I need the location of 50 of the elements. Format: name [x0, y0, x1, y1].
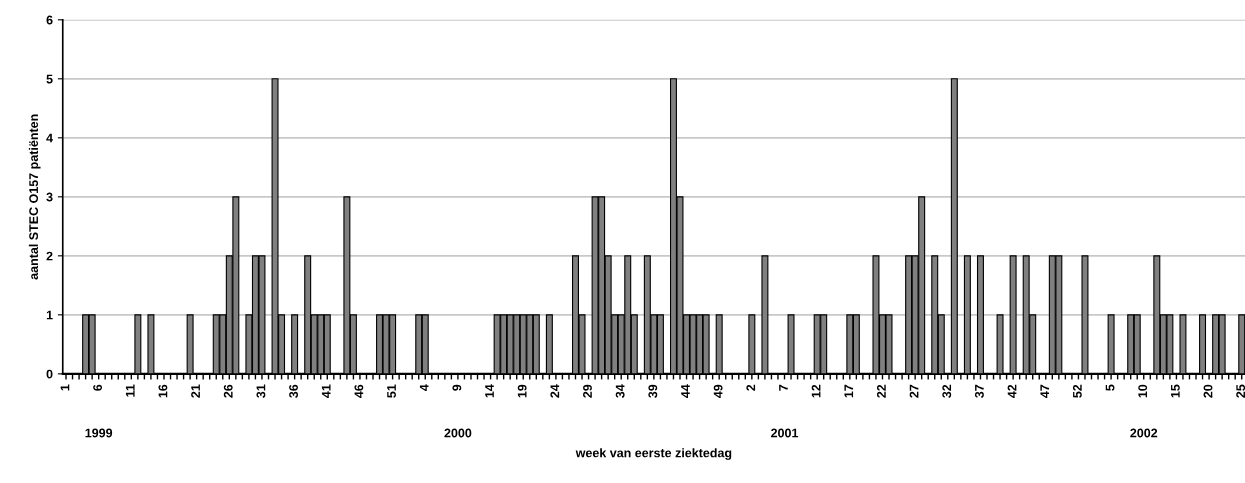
x-tick-label: 9 [452, 384, 462, 391]
x-tick-label: 32 [942, 384, 952, 398]
y-tick-label: 1 [46, 310, 53, 320]
x-tick-label: 26 [223, 384, 233, 398]
text: 2000 [444, 428, 472, 438]
x-tick-label: 19 [517, 384, 527, 398]
x-tick-label: 25 [1236, 384, 1245, 398]
x-tick-label: 29 [583, 384, 592, 398]
x-tick-label: 12 [811, 384, 821, 398]
x-tick-label: 41 [321, 384, 331, 398]
x-tick-label: 22 [876, 384, 886, 398]
x-tick-label: 5 [1105, 384, 1115, 391]
x-tick-label: 10 [1138, 384, 1148, 398]
y-tick-label: 2 [46, 251, 53, 261]
text: 2001 [771, 428, 799, 438]
x-axis-title: week van eerste ziektedag [575, 448, 732, 460]
text: 1999 [85, 428, 113, 438]
x-tick-label: 31 [256, 384, 266, 398]
x-tick-label: 11 [125, 384, 135, 397]
x-tick-label: 7 [779, 384, 788, 391]
x-tick-label: 4 [419, 384, 429, 392]
x-tick-label: 46 [354, 384, 364, 398]
x-tick-label: 27 [909, 384, 919, 398]
x-tick-label: 39 [648, 384, 658, 398]
x-tick-label: 47 [1040, 384, 1050, 398]
x-tick-label: 14 [485, 384, 494, 398]
x-tick-label: 37 [974, 384, 984, 398]
x-tick-label: 34 [615, 384, 625, 398]
y-axis-title: aantal STEC O157 patiënten [28, 114, 41, 280]
x-tick-label: 2 [746, 384, 756, 391]
x-tick-label: 51 [387, 384, 396, 398]
x-tick-label: 36 [289, 384, 298, 398]
x-tick-label: 24 [550, 384, 560, 398]
x-tick-label: 15 [1171, 384, 1180, 398]
x-tick-label: 42 [1007, 384, 1017, 398]
y-tick-label: 4 [46, 133, 53, 143]
x-tick-label: 16 [158, 384, 168, 398]
y-tick-label: 6 [46, 15, 53, 25]
x-tick-label: 49 [713, 384, 723, 398]
x-tick-label: 6 [93, 384, 103, 391]
y-tick-label: 0 [46, 369, 53, 379]
x-tick-label: 21 [191, 384, 200, 398]
x-tick-label: 44 [681, 384, 690, 398]
y-tick-label: 5 [46, 74, 53, 84]
text: 2002 [1130, 428, 1158, 438]
x-tick-label: 52 [1072, 384, 1082, 398]
x-tick-label: 17 [844, 384, 854, 398]
y-tick-label: 3 [46, 192, 53, 202]
x-tick-label: 20 [1203, 384, 1213, 398]
x-tick-label: 1 [60, 384, 70, 391]
